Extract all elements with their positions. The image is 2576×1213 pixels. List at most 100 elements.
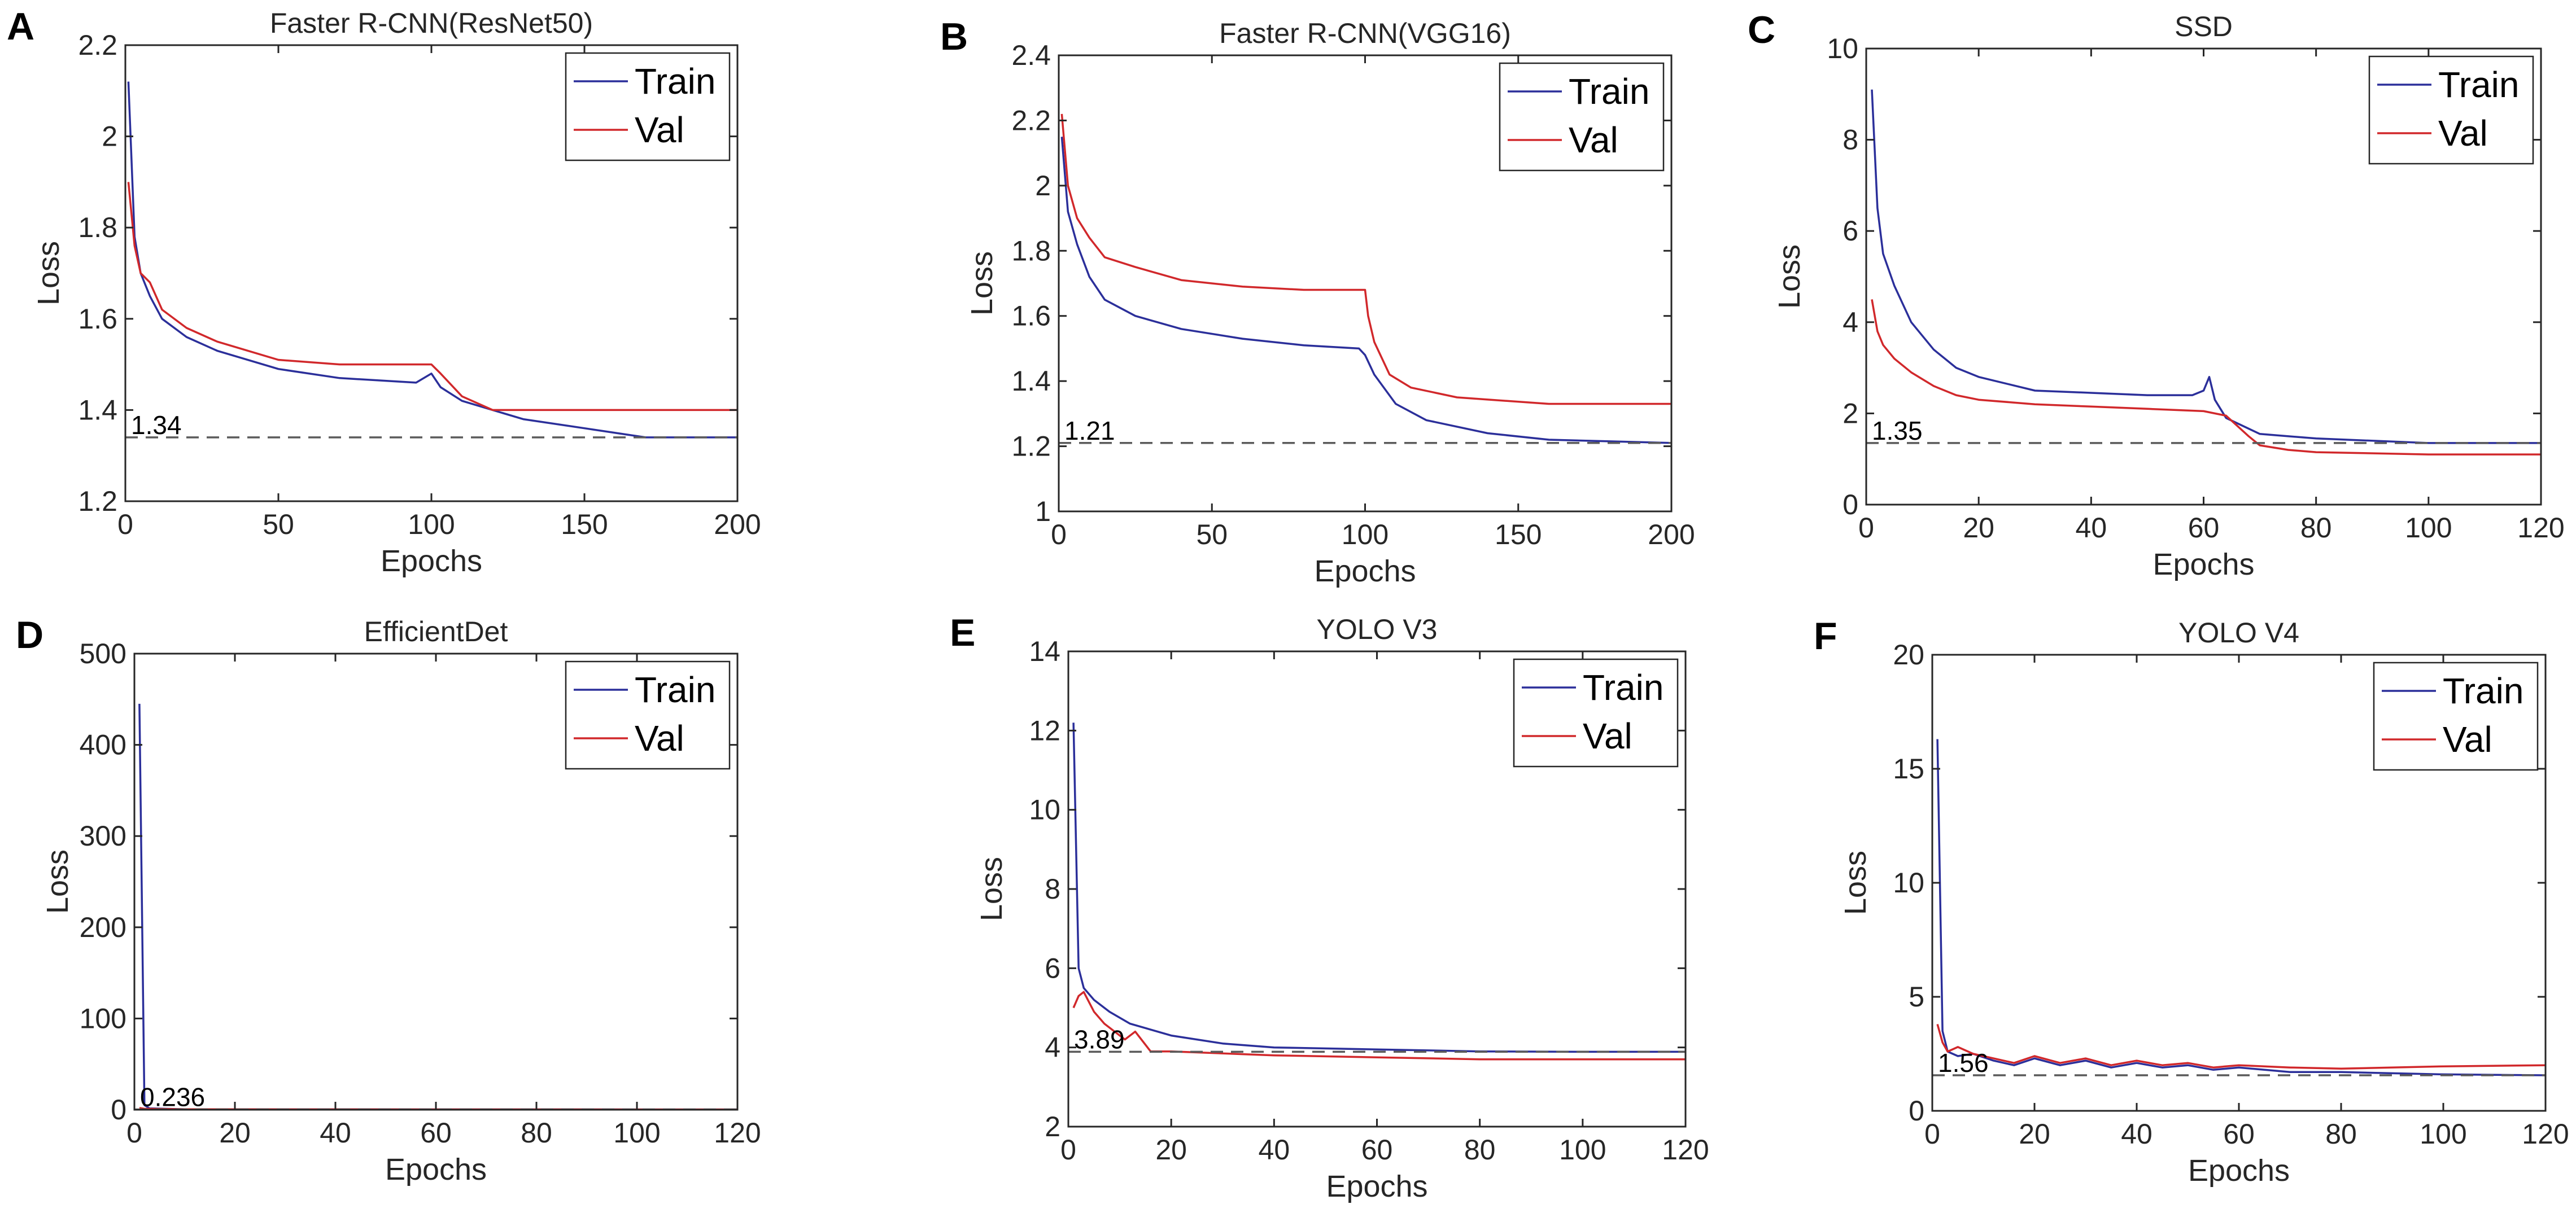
- legend: Train Val: [2373, 662, 2539, 771]
- y-tick-label: 1.2: [1011, 431, 1051, 462]
- x-axis-label: Epochs: [381, 544, 482, 578]
- legend: Train Val: [1499, 62, 1665, 172]
- y-tick-label: 2.2: [1011, 104, 1051, 136]
- x-axis-label: Epochs: [2153, 548, 2254, 581]
- x-tick-label: 20: [1155, 1134, 1187, 1166]
- reference-label: 3.89: [1074, 1024, 1125, 1054]
- legend: Train Val: [565, 52, 731, 161]
- y-axis-label: Loss: [1772, 244, 1806, 309]
- x-axis-label: Epochs: [385, 1153, 487, 1186]
- legend: Train Val: [565, 660, 731, 770]
- legend-label-val: Val: [635, 110, 684, 150]
- y-tick-label: 14: [1029, 636, 1060, 667]
- legend-label-train: Train: [1583, 667, 1664, 708]
- legend-box: [1513, 658, 1679, 768]
- y-tick-label: 10: [1827, 33, 1858, 64]
- y-tick-label: 0: [1909, 1095, 1924, 1127]
- x-tick-label: 0: [126, 1117, 142, 1149]
- y-tick-label: 5: [1909, 981, 1924, 1013]
- legend-label-val: Val: [1583, 716, 1632, 756]
- x-tick-label: 100: [1342, 519, 1389, 550]
- legend-label-train: Train: [1569, 71, 1649, 112]
- x-tick-label: 100: [1559, 1134, 1606, 1166]
- y-tick-label: 2: [1843, 397, 1858, 429]
- y-tick-label: 4: [1843, 306, 1858, 338]
- x-tick-label: 60: [1361, 1134, 1393, 1166]
- panel-label: A: [7, 5, 34, 48]
- y-axis-label: Loss: [41, 849, 75, 914]
- x-tick-label: 20: [2019, 1118, 2050, 1150]
- x-tick-label: 40: [2076, 512, 2107, 544]
- series-line-val: [1060, 113, 1671, 405]
- legend-label-train: Train: [2438, 64, 2519, 105]
- y-tick-label: 1: [1035, 496, 1051, 527]
- x-tick-label: 80: [1464, 1134, 1496, 1166]
- x-tick-label: 60: [2223, 1118, 2255, 1150]
- x-tick-label: 150: [561, 509, 608, 540]
- legend: Train Val: [2368, 55, 2534, 165]
- panel-label: B: [940, 15, 968, 58]
- legend-label-val: Val: [2438, 113, 2488, 154]
- y-tick-label: 1.8: [1011, 235, 1051, 266]
- y-tick-label: 2: [1035, 170, 1051, 202]
- panel-label: D: [16, 614, 43, 656]
- y-tick-label: 8: [1045, 873, 1060, 905]
- legend-label-train: Train: [2443, 671, 2523, 711]
- x-tick-label: 100: [613, 1117, 660, 1149]
- x-tick-label: 80: [2325, 1118, 2357, 1150]
- x-tick-label: 0: [1924, 1118, 1940, 1150]
- panel-f: F YOLO V4 1.56 0 20 40 60 80 100 120 0 5 10 15 20 Epoch…: [1814, 615, 2569, 1188]
- x-tick-label: 60: [2188, 512, 2220, 544]
- panel-e: E YOLO V3 3.89 0 20 40 60 80 100 120 2 4 6 8 10 12 14 Epo…: [950, 611, 1709, 1203]
- x-tick-label: 0: [1060, 1134, 1076, 1166]
- reference-label: 1.35: [1872, 416, 1923, 445]
- x-tick-label: 0: [117, 509, 133, 540]
- x-tick-label: 80: [521, 1117, 552, 1149]
- y-tick-label: 200: [80, 912, 126, 943]
- reference-label: 1.34: [131, 410, 182, 440]
- y-tick-label: 12: [1029, 715, 1060, 746]
- legend-label-train: Train: [635, 669, 715, 710]
- x-tick-label: 20: [1963, 512, 1994, 544]
- x-tick-label: 40: [2121, 1118, 2153, 1150]
- y-axis-label: Loss: [975, 857, 1008, 921]
- y-tick-label: 2: [102, 121, 117, 152]
- reference-label: 1.56: [1938, 1048, 1989, 1078]
- y-tick-label: 15: [1893, 753, 1924, 785]
- chart-title: SSD: [2175, 11, 2233, 42]
- chart-title: Faster R-CNN(VGG16): [1219, 17, 1511, 49]
- chart-title: YOLO V3: [1317, 614, 1438, 645]
- y-tick-label: 400: [80, 729, 126, 761]
- legend-box: [2368, 55, 2534, 165]
- legend-box: [1499, 62, 1665, 172]
- legend-label-train: Train: [635, 61, 715, 102]
- panel-label: F: [1814, 615, 1837, 658]
- series-line-train: [127, 81, 737, 439]
- y-tick-label: 2: [1045, 1111, 1060, 1142]
- y-axis-label: Loss: [32, 241, 66, 305]
- series-line-train: [1060, 137, 1671, 444]
- reference-label: 1.21: [1064, 416, 1115, 445]
- legend: Train Val: [1513, 658, 1679, 768]
- y-tick-label: 20: [1893, 639, 1924, 671]
- y-tick-label: 6: [1843, 215, 1858, 247]
- y-tick-label: 6: [1045, 952, 1060, 984]
- y-tick-label: 8: [1843, 124, 1858, 156]
- y-tick-label: 1.6: [78, 303, 117, 335]
- y-tick-label: 10: [1893, 867, 1924, 899]
- x-tick-label: 0: [1051, 519, 1067, 550]
- x-axis-label: Epochs: [1326, 1170, 1427, 1203]
- y-tick-label: 1.2: [78, 485, 117, 517]
- chart-title: EfficientDet: [364, 616, 508, 647]
- legend-box: [565, 660, 731, 770]
- panel-a: A Faster R-CNN(ResNet50) 1.34 0 50 100 150 200 1…: [7, 5, 761, 578]
- reference-label: 0.236: [140, 1083, 205, 1112]
- panel-label: E: [950, 611, 975, 654]
- y-tick-label: 300: [80, 820, 126, 852]
- x-tick-label: 120: [2517, 512, 2564, 544]
- y-axis-label: Loss: [1839, 851, 1872, 915]
- series-line-train: [1871, 89, 2541, 444]
- x-tick-label: 100: [408, 509, 455, 540]
- x-tick-label: 20: [219, 1117, 251, 1149]
